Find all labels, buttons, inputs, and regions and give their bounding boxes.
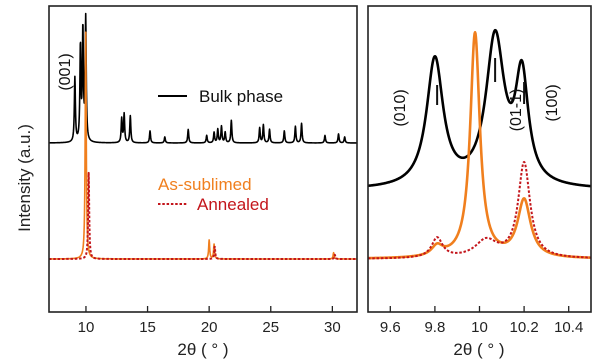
annotation-label: (01-1)	[508, 89, 525, 132]
left-series-as-sublimed	[48, 31, 358, 260]
y-axis-label: Intensity (a.u.)	[15, 124, 34, 232]
right-tick-label: 9.6	[380, 319, 401, 336]
legend-label: Annealed	[197, 195, 269, 214]
left-tick-label: 20	[201, 319, 218, 336]
right-x-ticks: 9.6 9.8 10 10.2 10.4	[380, 306, 583, 336]
left-panel: Intensity (a.u.) (001) Bulk phase As-subl…	[15, 5, 358, 359]
legend-label: As-sublimed	[158, 175, 252, 194]
annotation-001: (001)	[57, 53, 74, 90]
right-tick-label: 9.8	[424, 319, 445, 336]
right-tick-label: 10.2	[509, 319, 538, 336]
right-curves	[367, 28, 592, 260]
annotation-label: (010)	[392, 89, 409, 126]
right-tick-label: 10.4	[554, 319, 583, 336]
left-tick-label: 15	[139, 319, 156, 336]
right-annotations: (010) (01-1) (100)	[392, 58, 561, 131]
annotation-label: (100)	[544, 84, 561, 121]
left-series-annealed	[48, 171, 358, 260]
left-plot-frame	[48, 5, 358, 313]
left-curves	[48, 12, 358, 260]
left-tick-label: 25	[262, 319, 279, 336]
left-annotations: (001)	[57, 53, 74, 90]
right-series-as-sublimed	[367, 30, 592, 260]
left-x-axis-label: 2θ ( ° )	[177, 340, 228, 359]
right-x-axis-label: 2θ ( ° )	[453, 340, 504, 359]
legend-label: Bulk phase	[199, 87, 283, 106]
right-plot-frame	[367, 5, 592, 313]
left-series-bulk-phase	[48, 12, 358, 144]
left-tick-label: 30	[324, 319, 341, 336]
right-series-annealed	[367, 160, 592, 260]
left-tick-label: 10	[78, 319, 95, 336]
right-panel: (010) (01-1) (100) 9.6 9.8 10 10.2 10.4 2θ ( °…	[367, 5, 592, 359]
left-x-ticks: 10 15 20 25 30	[78, 306, 341, 336]
right-tick-label: 10	[471, 319, 488, 336]
